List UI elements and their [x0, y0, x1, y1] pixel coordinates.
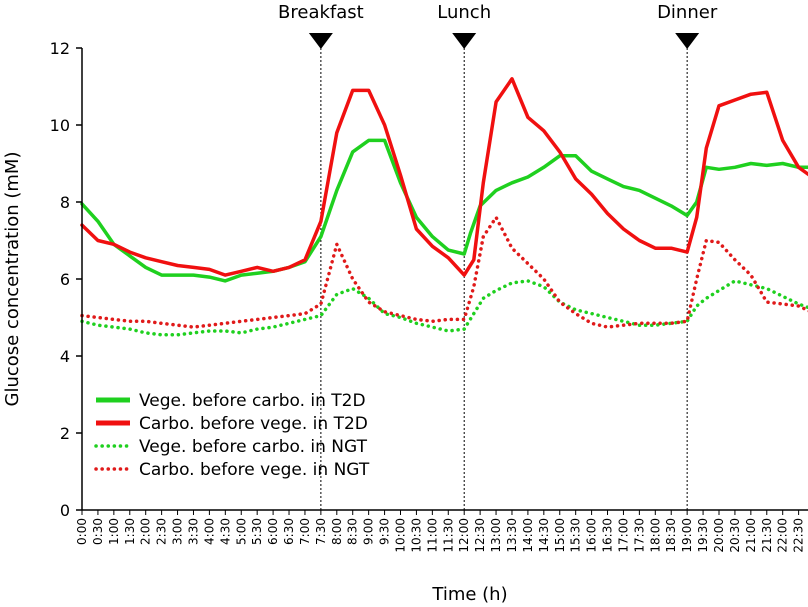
x-tick-label: 15:30: [569, 518, 583, 553]
x-tick-label: 7:30: [314, 518, 328, 545]
x-tick-label: 18:30: [664, 518, 678, 553]
x-tick-label: 12:30: [473, 518, 487, 553]
x-tick-label: 3:30: [186, 518, 200, 545]
y-tick-label: 0: [60, 501, 70, 520]
y-tick-label: 2: [60, 424, 70, 443]
legend-label: Vege. before carbo. in T2D: [139, 391, 366, 411]
x-tick-label: 6:00: [266, 518, 280, 545]
x-tick-label: 10:00: [394, 518, 408, 553]
x-tick-label: 17:00: [616, 518, 630, 553]
x-tick-label: 5:00: [234, 518, 248, 545]
x-tick-label: 0:00: [75, 518, 89, 545]
series-line-3: [80, 279, 808, 337]
x-tick-label: 8:00: [330, 518, 344, 545]
x-tick-label: 22:30: [792, 518, 806, 553]
x-tick-label: 11:30: [441, 518, 455, 553]
y-tick-label: 8: [60, 193, 70, 212]
x-tick-label: 19:00: [680, 518, 694, 553]
x-tick-label: 3:00: [171, 518, 185, 545]
y-tick-label: 10: [50, 116, 70, 135]
y-tick-label: 12: [50, 39, 70, 58]
x-tick-label: 22:00: [776, 518, 790, 553]
x-tick-label: 1:00: [107, 518, 121, 545]
meal-marker-triangle: [308, 33, 333, 49]
x-tick-label: 2:00: [139, 518, 153, 545]
x-tick-label: 13:00: [489, 518, 503, 553]
meal-marker-triangle: [452, 33, 477, 49]
x-tick-label: 4:30: [218, 518, 232, 545]
x-tick-label: 21:30: [760, 518, 774, 553]
x-tick-label: 11:00: [425, 518, 439, 553]
x-tick-label: 15:00: [553, 518, 567, 553]
series-line-4: [80, 215, 808, 329]
x-tick-label: 14:30: [537, 518, 551, 553]
x-tick-label: 13:30: [505, 518, 519, 553]
meal-label: Lunch: [437, 2, 491, 23]
x-tick-label: 1:30: [123, 518, 137, 545]
x-tick-label: 14:00: [521, 518, 535, 553]
x-tick-label: 16:00: [585, 518, 599, 553]
x-tick-label: 20:00: [712, 518, 726, 553]
x-tick-label: 7:00: [298, 518, 312, 545]
x-tick-label: 19:30: [696, 518, 710, 553]
x-tick-label: 5:30: [250, 518, 264, 545]
meal-markers: Breakfast Lunch Dinner: [278, 2, 718, 510]
y-axis-title: Glucose concentration (mM): [2, 152, 23, 407]
x-axis-title: Time (h): [431, 584, 507, 605]
x-tick-label: 17:30: [632, 518, 646, 553]
x-tick-label: 12:00: [457, 518, 471, 553]
legend-label: Vege. before carbo. in NGT: [139, 437, 368, 457]
x-tick-label: 10:30: [409, 518, 423, 553]
meal-marker-triangle: [675, 33, 700, 49]
x-tick-label: 4:00: [202, 518, 216, 545]
series-line-1: [80, 138, 808, 283]
meal-label: Dinner: [657, 2, 718, 23]
series-line-2: [80, 77, 808, 277]
x-tick-label: 8:30: [346, 518, 360, 545]
x-tick-label: 16:30: [601, 518, 615, 553]
x-tick-labels: 0:00 0:30 1:00 1:30 2:00 2:30 3:00 3:30 4:00 4:30…: [75, 510, 808, 553]
x-tick-label: 0:30: [91, 518, 105, 545]
legend-label: Carbo. before vege. in NGT: [139, 460, 370, 480]
y-tick-labels: 0 2 4 6 8 10 12: [50, 39, 82, 520]
x-tick-label: 2:30: [155, 518, 169, 545]
x-tick-label: 21:00: [744, 518, 758, 553]
y-tick-label: 6: [60, 270, 70, 289]
y-tick-label: 4: [60, 347, 70, 366]
legend-label: Carbo. before vege. in T2D: [139, 414, 368, 434]
x-tick-label: 20:30: [728, 518, 742, 553]
meal-label: Breakfast: [278, 2, 364, 23]
series-lines: [80, 77, 808, 337]
legend: Vege. before carbo. in T2D Carbo. before …: [94, 391, 370, 480]
x-tick-label: 18:00: [648, 518, 662, 553]
x-tick-label: 6:30: [282, 518, 296, 545]
x-tick-label: 9:00: [362, 518, 376, 545]
x-tick-label: 9:30: [378, 518, 392, 545]
